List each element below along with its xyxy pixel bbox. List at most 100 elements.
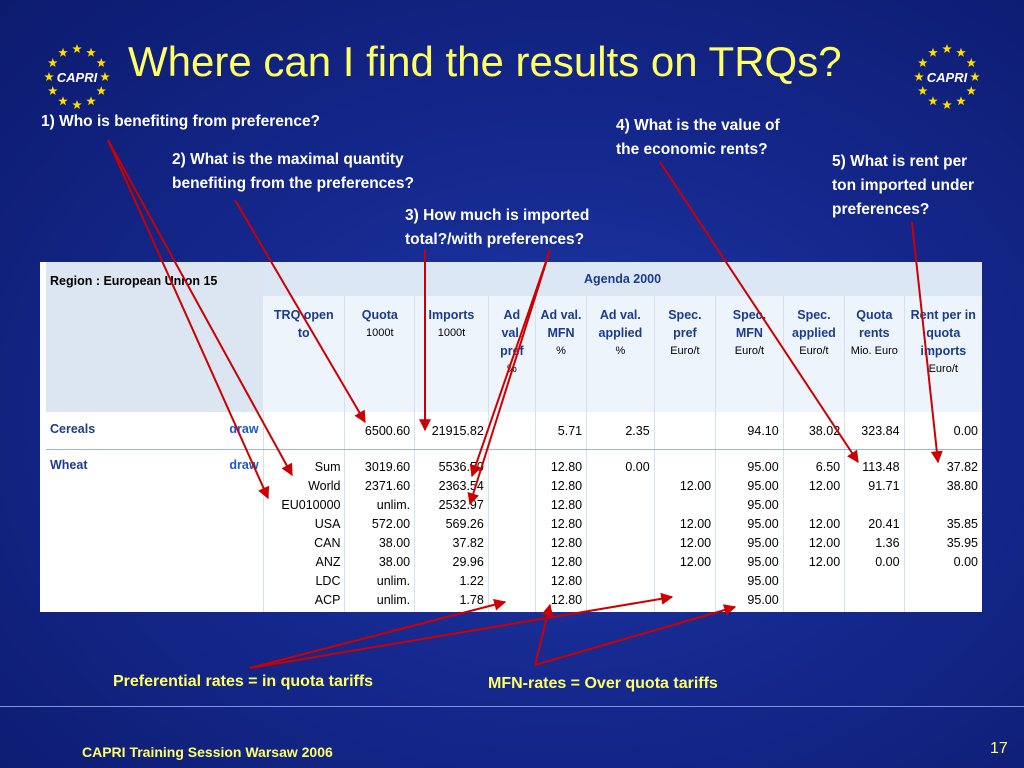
cell-value: 323.84 <box>861 424 900 438</box>
data-cell: 323.84 <box>844 412 905 450</box>
data-cell: 0.00 <box>903 412 982 450</box>
star-icon <box>966 86 976 96</box>
cell-value: 91.71 <box>868 479 900 493</box>
star-icon <box>970 72 980 82</box>
cell-value: USA <box>314 517 341 531</box>
cell-value: 12.00 <box>808 555 841 569</box>
star-icon <box>914 72 924 82</box>
cell-value: 38.00 <box>378 536 411 550</box>
star-icon <box>942 100 952 110</box>
star-icon <box>86 47 96 57</box>
svg-text:CAPRI: CAPRI <box>57 70 98 85</box>
column-header: Quota 1000t <box>344 296 415 412</box>
data-cell: 6.50 12.00 12.00 12.00 12.00 <box>782 449 845 612</box>
cell-value: 3019.60 <box>364 460 411 474</box>
cell-value <box>493 477 531 496</box>
cell-value: World <box>308 479 341 493</box>
cell-value: 1.78 <box>459 593 484 607</box>
cell-value: 95.00 <box>747 593 779 607</box>
star-icon <box>928 47 938 57</box>
question-1: 1) Who is benefiting from preference? <box>41 113 321 130</box>
row-label: Wheat <box>46 449 198 612</box>
cell-value <box>788 496 840 515</box>
data-cell: 21915.82 <box>414 412 489 450</box>
data-cell: 94.10 <box>715 412 784 450</box>
region-cell: Region : European Union 15 <box>46 262 264 412</box>
star-icon <box>956 96 966 106</box>
mfn-rates-label: MFN-rates = Over quota tariffs <box>488 675 718 692</box>
star-icon <box>942 44 952 54</box>
cell-value <box>493 572 531 591</box>
data-cell: 95.00 95.00 95.00 95.00 95.00 95.00 95.00 95.00 <box>715 449 784 612</box>
cell-value: LDC <box>315 574 341 588</box>
cell-value <box>849 572 899 591</box>
column-header: Spec. MFN Euro/t <box>715 296 784 412</box>
cell-value <box>591 553 650 572</box>
cell-value: Sum <box>314 460 341 474</box>
footer-divider <box>0 706 1024 707</box>
cell-value: 1.22 <box>459 574 484 588</box>
data-cell: 12.00 12.00 12.00 12.00 <box>653 449 716 612</box>
cell-value: unlim. <box>376 574 411 588</box>
data-cell: Sum World EU010000 USA CAN ANZ LDC ACP <box>262 449 345 612</box>
star-icon <box>44 72 54 82</box>
cell-value: 12.00 <box>679 517 712 531</box>
footer-text: CAPRI Training Session Warsaw 2006 <box>82 744 333 760</box>
cell-value <box>591 534 650 553</box>
cell-value: 12.00 <box>679 536 712 550</box>
column-header: Ad val. MFN% <box>534 296 587 412</box>
column-header: Spec. applied Euro/t <box>782 296 845 412</box>
star-icon <box>72 100 82 110</box>
cell-value <box>659 458 711 477</box>
star-icon <box>966 58 976 68</box>
data-cell: 5536.50 2363.54 2532.97 569.26 37.82 29.96 1.2… <box>414 449 489 612</box>
cell-value: 12.80 <box>550 574 583 588</box>
cell-value: 2363.54 <box>438 479 484 493</box>
star-icon <box>86 96 96 106</box>
cell-value: 38.02 <box>808 424 841 438</box>
draw-link[interactable]: draw <box>197 449 264 612</box>
cell-value: 12.80 <box>550 479 583 493</box>
svg-text:CAPRI: CAPRI <box>927 70 968 85</box>
star-icon <box>100 72 110 82</box>
cell-value: 2371.60 <box>364 479 411 493</box>
star-icon <box>72 44 82 54</box>
eu-stars-icon: CAPRI <box>44 44 110 110</box>
preferential-rates-label: Preferential rates = in quota tariffs <box>113 673 374 690</box>
cell-value <box>591 477 650 496</box>
trq-results-table: Region : European Union 15 Agenda 2000 T… <box>40 262 982 612</box>
cell-value <box>591 496 650 515</box>
cell-value: 12.80 <box>550 555 583 569</box>
cell-value: ANZ <box>315 555 341 569</box>
question-4: 4) What is the value of the economic ren… <box>616 117 780 158</box>
data-cell: 38.02 <box>782 412 845 450</box>
cell-value: unlim. <box>376 498 411 512</box>
cell-value <box>849 591 899 610</box>
data-cell: 12.80 12.80 12.80 12.80 12.80 12.80 12.80 12.80 <box>534 449 587 612</box>
cell-value: 35.85 <box>946 517 978 531</box>
table-row: Cereals draw 6500.60 21915.82 5.71 2.35 94.… <box>46 412 982 450</box>
column-header: Spec. pref Euro/t <box>653 296 716 412</box>
data-cell: 37.82 38.80 35.85 35.95 0.00 <box>903 449 982 612</box>
cell-value: 569.26 <box>445 517 484 531</box>
star-icon <box>48 86 58 96</box>
cell-value: 95.00 <box>747 479 779 493</box>
cell-value: 94.10 <box>747 424 779 438</box>
draw-link[interactable]: draw <box>197 412 264 450</box>
cell-value <box>591 591 650 610</box>
cell-value <box>788 591 840 610</box>
cell-value <box>591 572 650 591</box>
arrow-mfn-b <box>534 604 737 666</box>
cell-value <box>788 572 840 591</box>
data-cell: 5.71 <box>534 412 587 450</box>
data-cell: 113.48 91.71 20.41 1.36 0.00 <box>844 449 905 612</box>
cell-value <box>493 458 531 477</box>
cell-value: 2.35 <box>625 424 650 438</box>
column-header: Ad val. applied% <box>586 296 655 412</box>
cell-value: 95.00 <box>747 555 779 569</box>
cell-value <box>493 591 531 610</box>
cell-value: 12.80 <box>550 593 583 607</box>
cell-value: 572.00 <box>371 517 411 531</box>
cell-value <box>909 496 978 515</box>
cell-value: 21915.82 <box>431 424 484 438</box>
